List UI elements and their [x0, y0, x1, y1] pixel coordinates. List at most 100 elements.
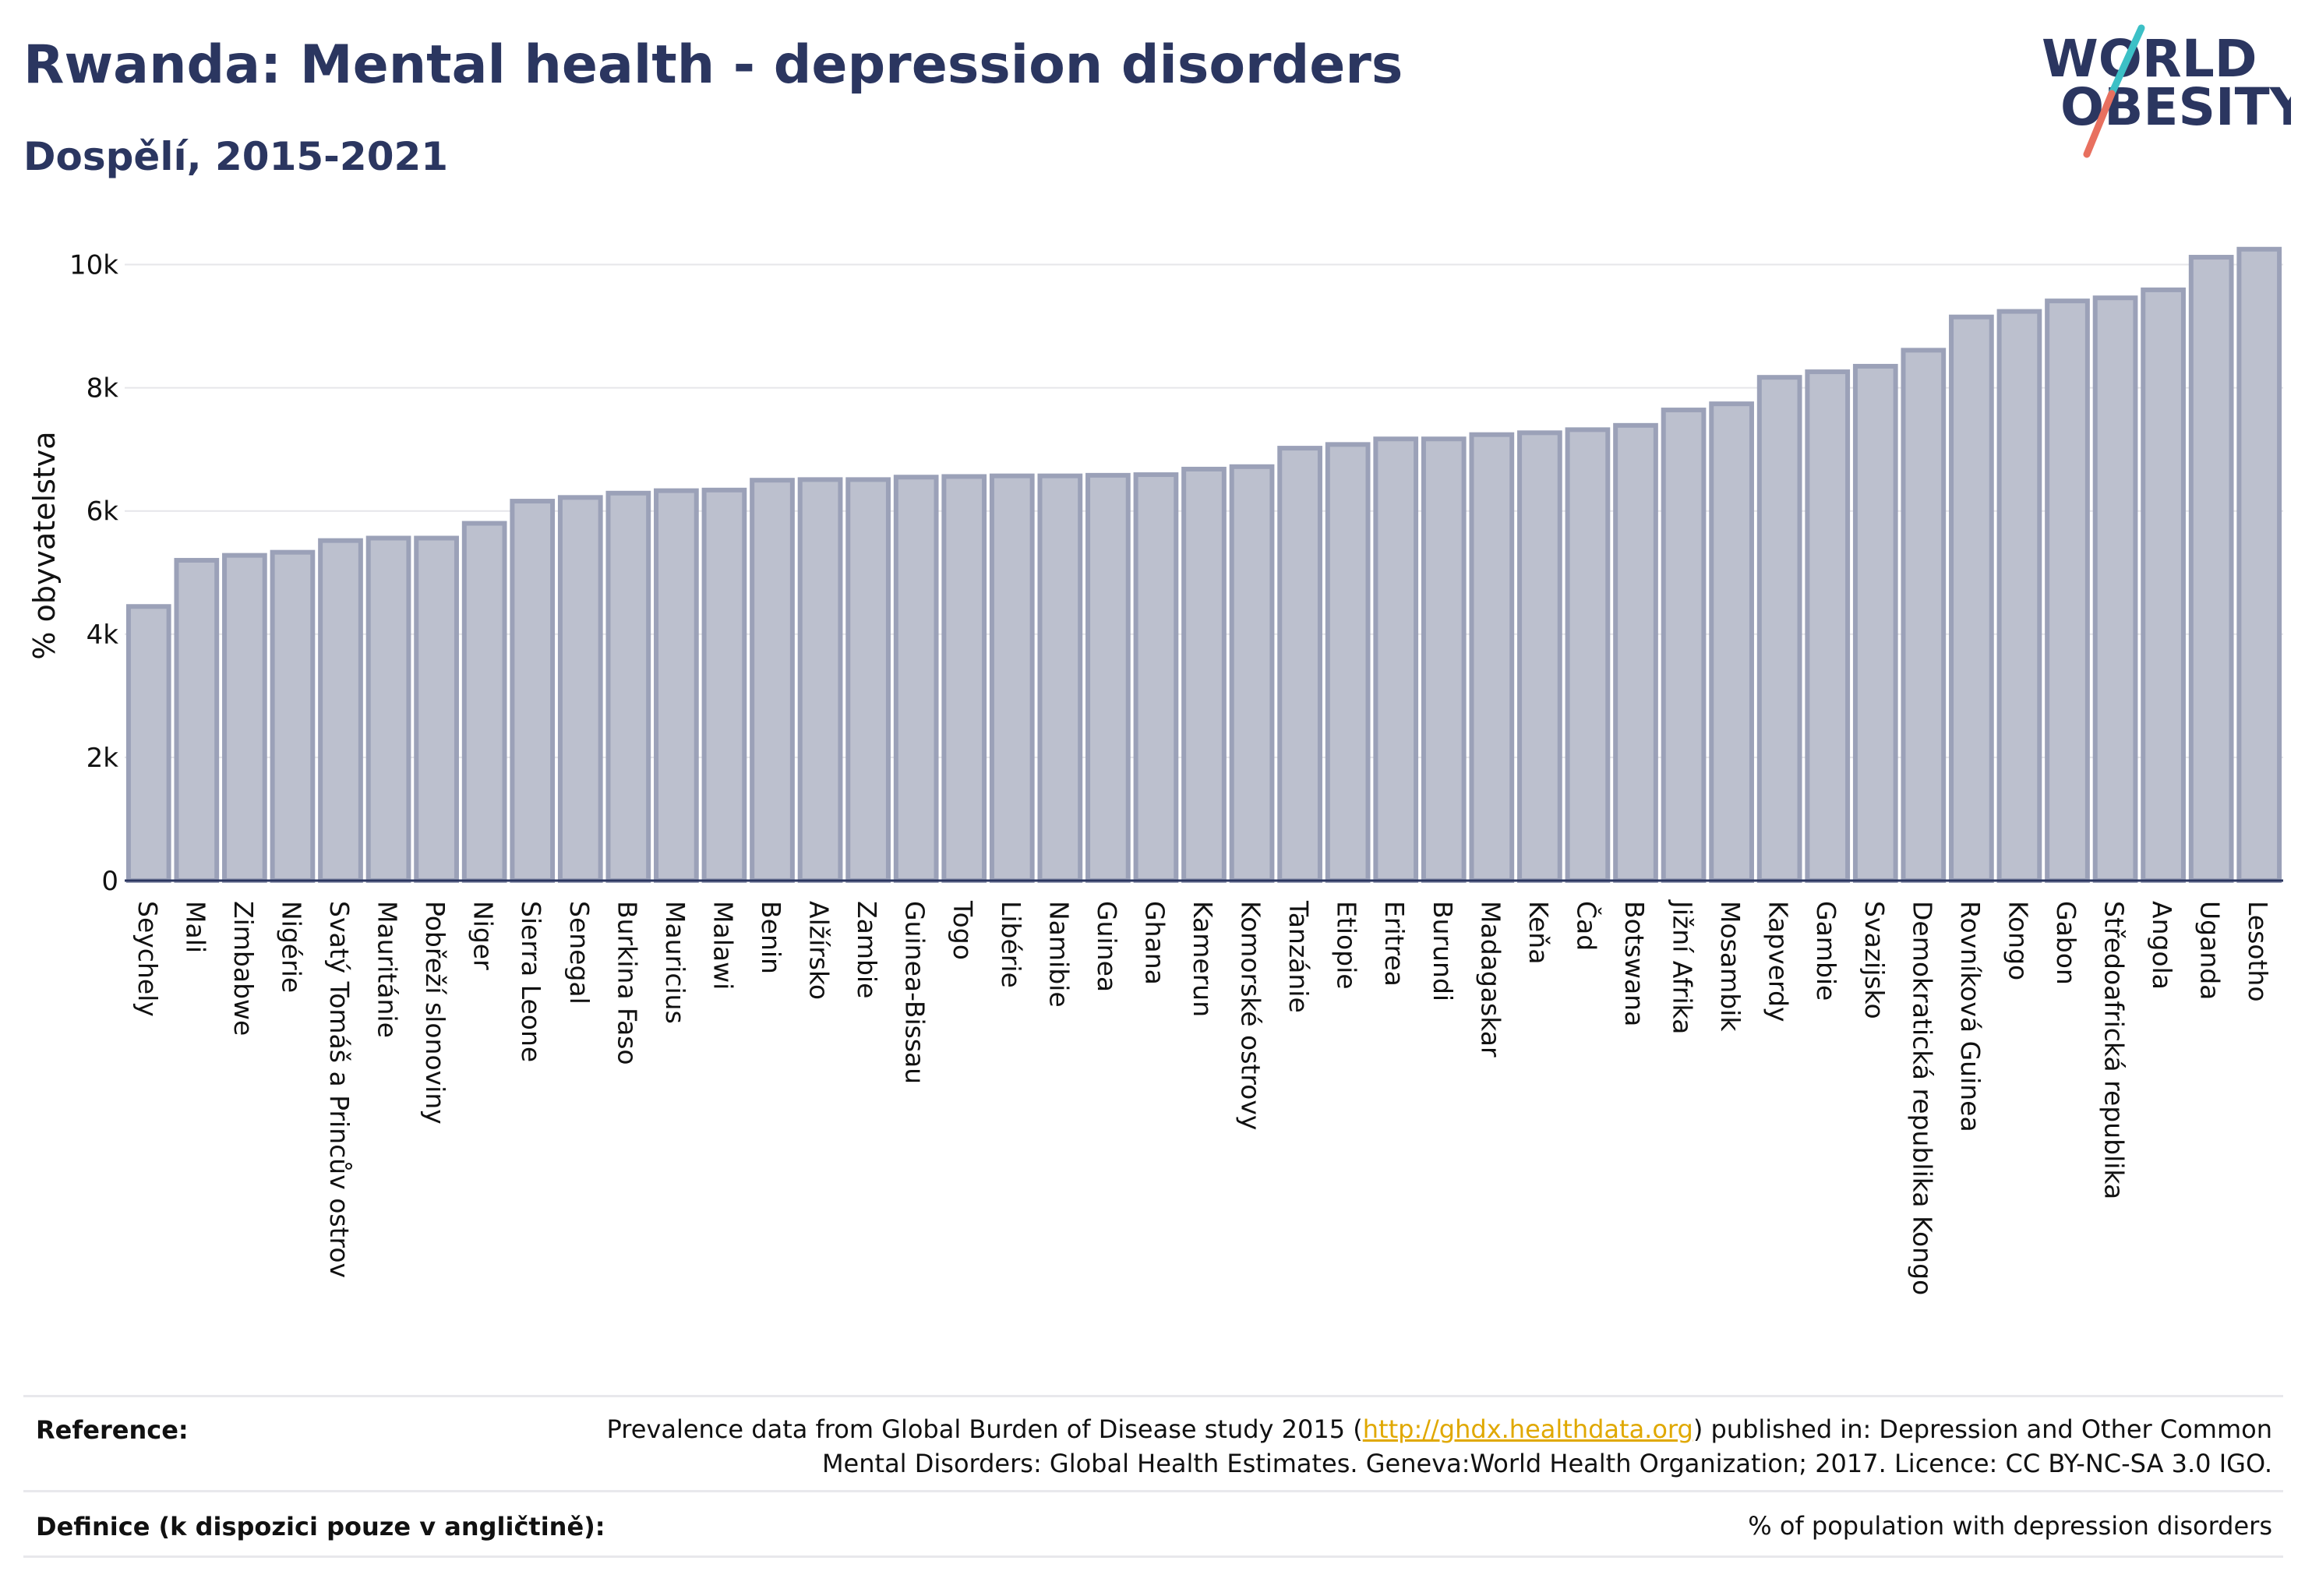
x-tick-label: Svatý Tomáš a Princův ostrov: [324, 901, 355, 1278]
bar[interactable]: [1901, 348, 1947, 883]
bar[interactable]: [1517, 430, 1562, 883]
y-tick-label: 6k: [86, 496, 119, 528]
footer-divider-top: [23, 1395, 2283, 1397]
y-tick-label: 2k: [86, 743, 119, 774]
bar[interactable]: [1181, 466, 1227, 883]
bar[interactable]: [1421, 436, 1467, 883]
bar[interactable]: [2045, 298, 2090, 883]
bar[interactable]: [1949, 314, 1994, 883]
y-tick-label: 10k: [69, 250, 118, 281]
y-tick-label: 0: [101, 866, 118, 897]
reference-text-pre: Prevalence data from Global Burden of Di…: [606, 1414, 1363, 1444]
reference-link[interactable]: http://ghdx.healthdata.org: [1362, 1414, 1693, 1444]
x-tick-label: Lesotho: [2243, 901, 2273, 1002]
bar[interactable]: [270, 549, 316, 884]
bar[interactable]: [1325, 442, 1371, 883]
x-tick-label: Mauricius: [660, 901, 690, 1024]
x-tick-label: Komorské ostrovy: [1236, 901, 1266, 1130]
bars: [125, 246, 2282, 884]
x-tick-label: Guinea-Bissau: [900, 901, 930, 1084]
bar[interactable]: [1085, 472, 1131, 883]
x-tick-label: Niger: [468, 901, 499, 970]
x-tick-label: Rovníková Guinea: [1955, 901, 1986, 1132]
bar-chart: 0 2k 4k 6k 8k 10k Seychely Mali Zimbabwe Nigérie…: [27, 246, 2283, 1295]
x-tick-label: Ghana: [1139, 901, 1170, 985]
x-tick-label: Eritrea: [1379, 901, 1410, 987]
bar[interactable]: [1996, 309, 2042, 884]
bar[interactable]: [318, 538, 363, 884]
x-tick-label: Alžírsko: [804, 901, 835, 1000]
x-tick-label: Malawi: [708, 901, 738, 990]
bar[interactable]: [1613, 422, 1658, 883]
bar[interactable]: [1709, 401, 1754, 883]
x-tick-label: Pobřeží slonoviny: [420, 901, 450, 1125]
definition-text: % of population with depression disorder…: [1748, 1511, 2272, 1541]
x-tick-label: Středoafrická republika: [2099, 901, 2130, 1199]
x-tick-label: Mosambik: [1715, 901, 1746, 1032]
y-tick-label: 4k: [86, 620, 119, 651]
bar[interactable]: [510, 499, 556, 883]
bar[interactable]: [701, 487, 747, 883]
bar[interactable]: [1277, 446, 1322, 883]
x-tick-labels: Seychely Mali Zimbabwe Nigérie Svatý Tomáš a…: [132, 899, 2273, 1295]
bar[interactable]: [941, 474, 987, 883]
y-tick-label: 8k: [86, 373, 119, 404]
logo-slash-teal: [2108, 24, 2145, 97]
bar[interactable]: [414, 535, 459, 883]
bar[interactable]: [1756, 375, 1802, 883]
x-tick-label: Čad: [1571, 901, 1602, 951]
x-tick-label: Madagaskar: [1475, 901, 1505, 1058]
x-tick-label: Keňa: [1523, 901, 1554, 964]
bar[interactable]: [1373, 436, 1419, 883]
bar[interactable]: [1133, 472, 1179, 883]
y-axis-label: % obyvatelstva: [27, 431, 62, 659]
x-tick-label: Libérie: [996, 901, 1026, 988]
page-subtitle: Dospělí, 2015-2021: [23, 134, 449, 179]
x-tick-label: Gambie: [1811, 901, 1841, 1001]
bar[interactable]: [557, 495, 603, 883]
bar[interactable]: [125, 604, 171, 883]
x-tick-label: Zimbabwe: [228, 901, 259, 1036]
x-tick-label: Burkina Faso: [612, 901, 642, 1065]
bar[interactable]: [1661, 408, 1707, 883]
bar[interactable]: [893, 475, 939, 883]
x-tick-label: Kamerun: [1188, 901, 1218, 1017]
x-tick-label: Svazijsko: [1859, 901, 1890, 1019]
bar[interactable]: [605, 490, 651, 883]
bar[interactable]: [222, 553, 267, 884]
reference-text: Prevalence data from Global Burden of Di…: [607, 1412, 2272, 1481]
bar[interactable]: [365, 535, 411, 883]
bar[interactable]: [989, 473, 1035, 883]
x-tick-label: Sierra Leone: [516, 901, 546, 1062]
x-tick-label: Jižní Afrika: [1668, 899, 1698, 1034]
x-tick-label: Seychely: [132, 901, 163, 1017]
bar[interactable]: [1805, 369, 1851, 884]
bar[interactable]: [797, 477, 843, 883]
world-obesity-logo: WORLD OBESITY: [2042, 24, 2291, 158]
x-tick-label: Angola: [2147, 901, 2177, 990]
x-tick-label: Demokratická republika Kongo: [1907, 901, 1937, 1295]
bar[interactable]: [174, 557, 220, 883]
bar[interactable]: [1037, 473, 1083, 883]
x-tick-label: Benin: [756, 901, 786, 974]
bar[interactable]: [2236, 246, 2282, 883]
bar[interactable]: [1229, 464, 1275, 883]
bar[interactable]: [461, 521, 507, 883]
bar[interactable]: [2092, 295, 2138, 883]
bar[interactable]: [2141, 287, 2186, 883]
bar[interactable]: [845, 477, 891, 883]
bar[interactable]: [750, 478, 795, 883]
page-title: Rwanda: Mental health - depression disor…: [23, 34, 1403, 96]
reference-label: Reference:: [36, 1415, 189, 1445]
bar[interactable]: [2188, 255, 2234, 883]
bar[interactable]: [1469, 432, 1515, 883]
bar[interactable]: [654, 488, 699, 884]
bar[interactable]: [1565, 427, 1611, 883]
bar[interactable]: [1852, 363, 1898, 883]
logo-line1: WORLD: [2042, 29, 2257, 89]
x-tick-label: Gabon: [2051, 901, 2081, 985]
x-tick-label: Kongo: [2003, 901, 2033, 980]
x-tick-label: Tanzánie: [1283, 900, 1314, 1013]
reference-text-line2: Mental Disorders: Global Health Estimate…: [821, 1449, 2272, 1478]
x-tick-label: Nigérie: [276, 901, 306, 993]
